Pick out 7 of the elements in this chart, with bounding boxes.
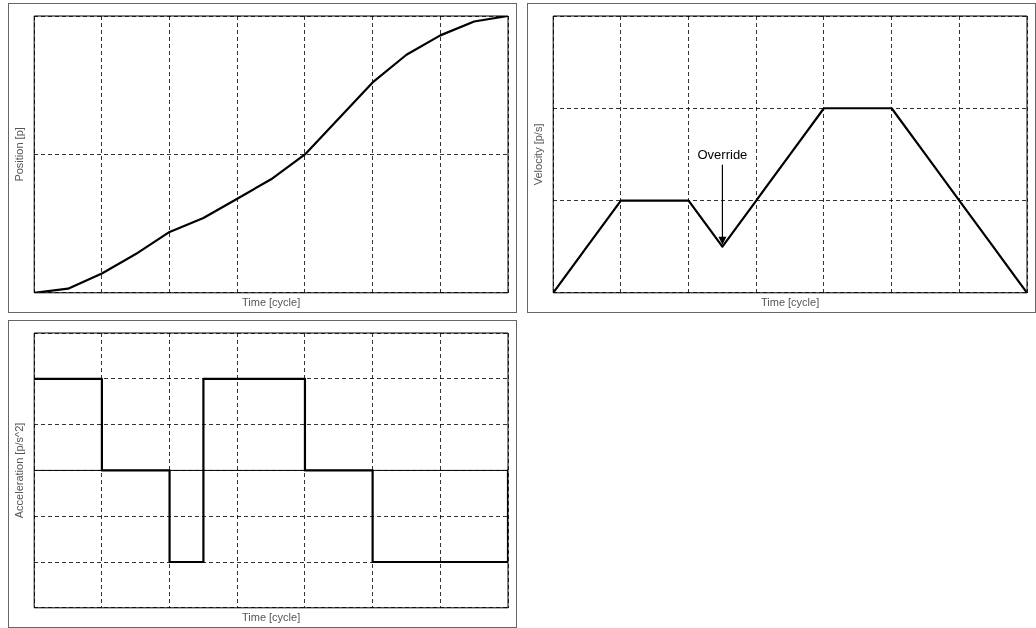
x-axis-title: Time [cycle] <box>760 296 820 309</box>
y-axis-title: Position [p] <box>12 127 25 182</box>
y-axis-title: Velocity [p/s] <box>531 123 544 186</box>
annotation: Override <box>697 146 748 162</box>
x-axis-title: Time [cycle] <box>241 611 301 624</box>
y-axis-title: Acceleration [p/s^2] <box>12 422 25 519</box>
x-axis-title: Time [cycle] <box>241 296 301 309</box>
